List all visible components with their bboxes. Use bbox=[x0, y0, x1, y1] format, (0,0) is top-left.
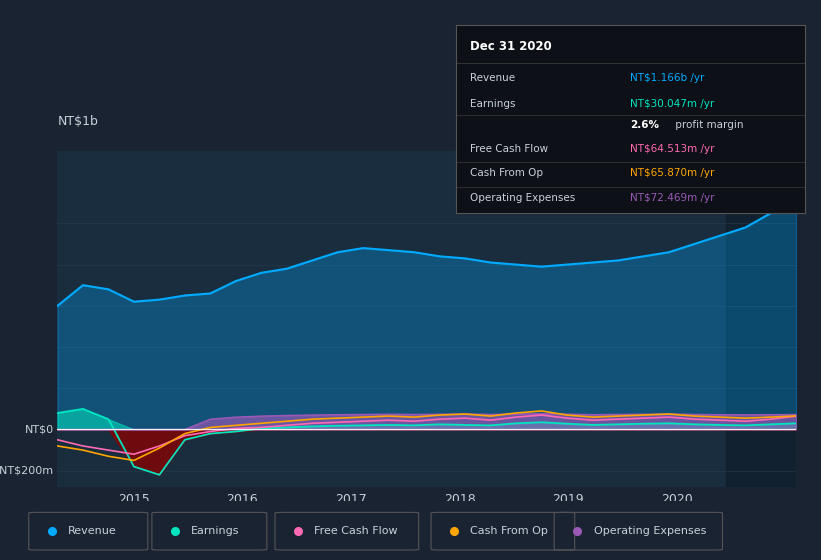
Text: profit margin: profit margin bbox=[672, 120, 744, 129]
Text: Operating Expenses: Operating Expenses bbox=[470, 193, 575, 203]
Text: Revenue: Revenue bbox=[68, 526, 117, 535]
Text: 2.6%: 2.6% bbox=[631, 120, 659, 129]
Text: NT$1b: NT$1b bbox=[57, 115, 99, 128]
Text: Earnings: Earnings bbox=[470, 99, 515, 109]
Text: Cash From Op: Cash From Op bbox=[470, 526, 548, 535]
Text: NT$64.513m /yr: NT$64.513m /yr bbox=[631, 144, 714, 154]
Text: NT$1.166b /yr: NT$1.166b /yr bbox=[631, 73, 704, 83]
Text: NT$0: NT$0 bbox=[25, 424, 54, 435]
Text: NT$72.469m /yr: NT$72.469m /yr bbox=[631, 193, 714, 203]
Text: Free Cash Flow: Free Cash Flow bbox=[470, 144, 548, 154]
Text: Dec 31 2020: Dec 31 2020 bbox=[470, 40, 552, 53]
Text: Free Cash Flow: Free Cash Flow bbox=[314, 526, 398, 535]
Text: Revenue: Revenue bbox=[470, 73, 515, 83]
Text: Earnings: Earnings bbox=[191, 526, 240, 535]
Text: NT$65.870m /yr: NT$65.870m /yr bbox=[631, 169, 714, 179]
Text: -NT$200m: -NT$200m bbox=[0, 466, 54, 475]
Text: NT$30.047m /yr: NT$30.047m /yr bbox=[631, 99, 714, 109]
Text: Cash From Op: Cash From Op bbox=[470, 169, 543, 179]
Text: Operating Expenses: Operating Expenses bbox=[594, 526, 706, 535]
Bar bbox=[726, 151, 796, 487]
